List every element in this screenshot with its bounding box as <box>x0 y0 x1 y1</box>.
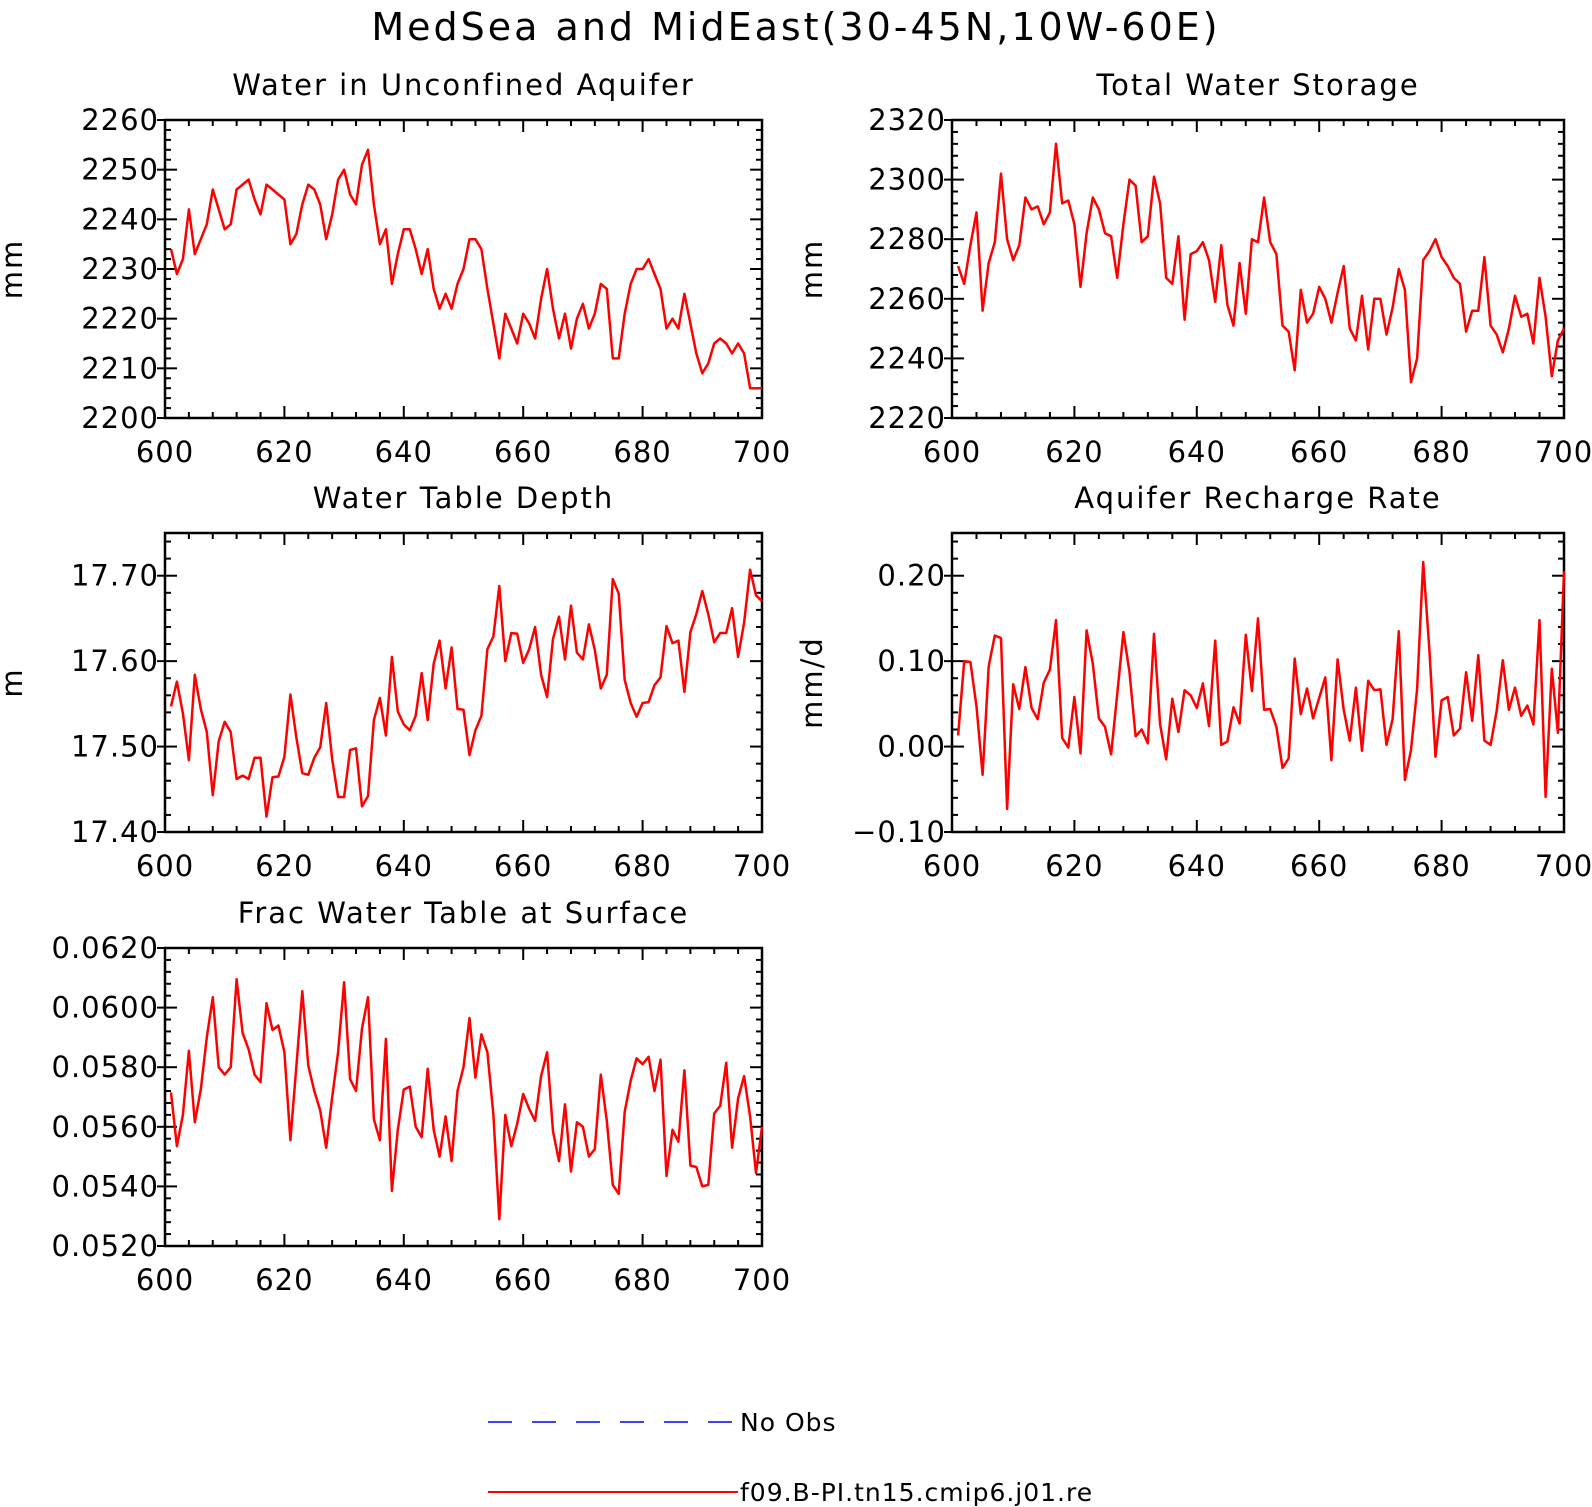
y-tick-label: 0.0620 <box>52 931 159 965</box>
y-tick-label: 2260 <box>81 103 159 137</box>
panel-title: Frac Water Table at Surface <box>238 896 689 930</box>
y-tick-label: 2280 <box>868 222 946 256</box>
y-tick-label: 2240 <box>868 341 946 375</box>
x-tick-label: 640 <box>1168 435 1226 469</box>
x-tick-label: 640 <box>375 1263 433 1297</box>
x-tick-label: 680 <box>1412 435 1470 469</box>
x-tick-label: 700 <box>733 849 791 883</box>
y-tick-label: 2230 <box>81 252 159 286</box>
x-tick-label: 620 <box>1045 435 1103 469</box>
x-tick-label: 640 <box>375 849 433 883</box>
x-tick-label: 600 <box>136 1263 194 1297</box>
plot-frame <box>163 946 764 1248</box>
x-tick-label: 700 <box>733 435 791 469</box>
x-tick-label: 600 <box>923 435 981 469</box>
plot-frame <box>950 531 1566 834</box>
y-tick-label: 2210 <box>81 351 159 385</box>
y-tick-label: 2250 <box>81 153 159 187</box>
x-tick-label: 660 <box>1290 435 1348 469</box>
y-tick-label: 0.10 <box>877 644 946 678</box>
x-tick-label: 620 <box>255 849 313 883</box>
y-tick-label: 0.0560 <box>52 1110 159 1144</box>
plot-frame <box>950 118 1566 420</box>
y-tick-label: 17.50 <box>71 730 159 764</box>
y-tick-label: 0.0600 <box>52 991 159 1025</box>
y-tick-label: 2240 <box>81 202 159 236</box>
series-line <box>956 560 1566 811</box>
y-tick-label: 2260 <box>868 282 946 316</box>
y-tick-label: 0.00 <box>877 730 946 764</box>
x-tick-label: 700 <box>1535 435 1592 469</box>
x-tick-label: 680 <box>613 849 671 883</box>
panel-title: Water Table Depth <box>313 481 615 515</box>
y-tick-label: 17.60 <box>71 644 159 678</box>
x-tick-label: 620 <box>255 435 313 469</box>
x-tick-label: 660 <box>494 849 552 883</box>
panel-title: Water in Unconfined Aquifer <box>232 68 695 102</box>
legend: No Obs f09.B-PI.tn15.cmip6.j01.re <box>488 1408 1093 1507</box>
y-axis-label: mm <box>0 239 29 300</box>
y-tick-label: 2220 <box>81 302 159 336</box>
series-line <box>169 978 764 1221</box>
y-axis-label: m <box>0 667 29 697</box>
y-tick-label: 2220 <box>868 401 946 435</box>
y-tick-label: 0.0520 <box>52 1229 159 1263</box>
chart-panel-4: 600 620 640 660 680 700 −0.10 0.00 0.10 0.20 Aquif… <box>795 481 1592 883</box>
y-tick-label: 2300 <box>868 163 946 197</box>
legend-no-obs-label: No Obs <box>740 1408 837 1437</box>
x-tick-label: 680 <box>613 1263 671 1297</box>
y-tick-label: −0.10 <box>852 815 946 849</box>
series-line <box>956 142 1566 384</box>
panel-title: Aquifer Recharge Rate <box>1074 481 1442 515</box>
figure-title: MedSea and MidEast(30-45N,10W-60E) <box>371 5 1220 49</box>
x-tick-label: 600 <box>923 849 981 883</box>
y-axis-label: mm <box>795 239 829 300</box>
panel-title: Total Water Storage <box>1095 68 1419 102</box>
y-tick-label: 2200 <box>81 401 159 435</box>
series-line <box>169 148 762 390</box>
series-line <box>169 568 763 818</box>
x-tick-label: 700 <box>733 1263 791 1297</box>
y-tick-label: 17.70 <box>71 559 159 593</box>
x-tick-label: 600 <box>136 435 194 469</box>
chart-panel-1: 600 620 640 660 680 700 2200 2210 2220 2230 2240 22… <box>0 68 791 469</box>
legend-series-label: f09.B-PI.tn15.cmip6.j01.re <box>740 1478 1093 1507</box>
y-tick-label: 0.0540 <box>52 1169 159 1203</box>
y-axis-label: mm/d <box>795 636 829 729</box>
x-tick-label: 680 <box>1412 849 1470 883</box>
chart-panel-2: 600 620 640 660 680 700 2220 2240 2260 2280 2300 23… <box>795 68 1592 469</box>
y-tick-label: 2320 <box>868 103 946 137</box>
x-tick-label: 620 <box>255 1263 313 1297</box>
x-tick-label: 660 <box>494 435 552 469</box>
x-tick-label: 620 <box>1045 849 1103 883</box>
x-tick-label: 660 <box>1290 849 1348 883</box>
x-tick-label: 660 <box>494 1263 552 1297</box>
x-tick-label: 640 <box>1168 849 1226 883</box>
plot-frame <box>163 531 764 834</box>
x-tick-label: 700 <box>1535 849 1592 883</box>
x-tick-label: 600 <box>136 849 194 883</box>
y-tick-label: 0.0580 <box>52 1050 159 1084</box>
x-tick-label: 680 <box>613 435 671 469</box>
chart-panel-3: 600 620 640 660 680 700 17.40 17.50 17.60 17.70 Wa… <box>0 481 791 883</box>
y-tick-label: 0.20 <box>877 559 946 593</box>
y-tick-label: 17.40 <box>71 815 159 849</box>
chart-panel-5: 600 620 640 660 680 700 0.0520 0.0540 0.0560 0.05… <box>52 896 791 1297</box>
panels: 600 620 640 660 680 700 2200 2210 2220 2230 2240 22… <box>0 68 1592 1297</box>
x-tick-label: 640 <box>375 435 433 469</box>
